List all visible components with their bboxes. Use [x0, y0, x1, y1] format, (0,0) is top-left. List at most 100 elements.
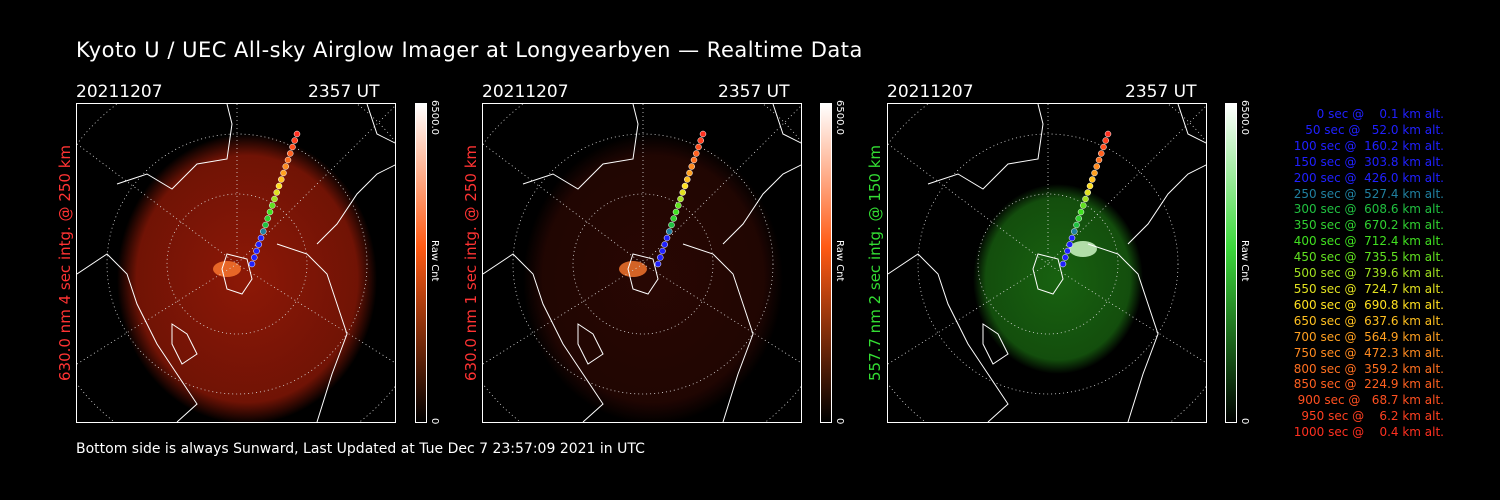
trajectory-point	[690, 156, 698, 164]
legend-row: 900 sec @ 68.7 km alt.	[1293, 393, 1444, 408]
trajectory-legend: 0 sec @ 0.1 km alt. 50 sec @ 52.0 km alt…	[1260, 107, 1444, 441]
trajectory-point	[278, 176, 285, 183]
coastline	[888, 243, 1159, 422]
trajectory-point	[1064, 247, 1071, 255]
panel-1-colorbar-min: 0	[429, 418, 440, 425]
trajectory-point	[1062, 254, 1069, 261]
trajectory-point	[257, 234, 265, 242]
panel-1-date: 20211207	[76, 82, 163, 102]
panel-2-colorbar	[820, 103, 832, 423]
legend-row: 150 sec @ 303.8 km alt.	[1289, 154, 1444, 169]
page-title: Kyoto U / UEC All-sky Airglow Imager at …	[76, 38, 863, 62]
trajectory-point	[666, 228, 673, 235]
trajectory-point	[657, 254, 664, 261]
trajectory-point	[248, 260, 256, 268]
trajectory-point	[1066, 241, 1073, 248]
trajectory-point	[275, 182, 283, 190]
legend-row: 0 sec @ 0.1 km alt.	[1305, 107, 1444, 121]
coastline	[982, 253, 1064, 365]
trajectory-point	[282, 163, 289, 170]
panel-2-time: 2357 UT	[718, 82, 790, 102]
trajectory-point	[1077, 208, 1085, 216]
trajectory-point	[663, 234, 671, 242]
trajectory-point	[1084, 189, 1091, 196]
panel-2-colorbar-min: 0	[834, 418, 845, 425]
trajectory-point	[266, 208, 274, 216]
panel-3-colorbar-unit: Raw Cnt	[1239, 240, 1250, 282]
coastline	[77, 243, 348, 422]
trajectory-point	[1068, 234, 1076, 242]
trajectory-point	[289, 143, 296, 151]
trajectory-point	[688, 163, 695, 170]
trajectory-point	[1059, 260, 1067, 268]
legend-row: 500 sec @ 739.6 km alt.	[1289, 266, 1444, 281]
legend-row: 750 sec @ 472.3 km alt.	[1289, 345, 1444, 360]
panel-3-colorbar	[1225, 103, 1237, 423]
trajectory-point	[684, 176, 691, 183]
footer-status: Bottom side is always Sunward, Last Upda…	[76, 441, 645, 457]
panel-1-ylabel: 630.0 nm 4 sec intg. @ 250 km	[56, 144, 74, 382]
coastline	[522, 104, 801, 245]
trajectory-point	[1095, 156, 1103, 164]
coastline	[116, 104, 395, 245]
trajectory-point	[697, 137, 704, 144]
panel-1-image	[76, 103, 396, 423]
trajectory-point	[1086, 182, 1094, 190]
trajectory-point	[269, 202, 276, 209]
trajectory-point	[1098, 150, 1105, 157]
legend-row: 250 sec @ 527.4 km alt.	[1289, 186, 1444, 201]
trajectory-point	[287, 150, 294, 157]
trajectory-point	[661, 241, 668, 248]
panel-3-time: 2357 UT	[1125, 82, 1197, 102]
trajectory-point	[679, 189, 686, 196]
trajectory-point	[670, 215, 677, 222]
trajectory-point	[251, 254, 258, 261]
trajectory-point	[271, 195, 278, 203]
trajectory-point	[693, 150, 700, 157]
trajectory-point	[699, 130, 707, 138]
coastline	[483, 243, 754, 422]
trajectory-point	[293, 130, 301, 138]
trajectory-point	[668, 221, 675, 229]
trajectory-point	[1102, 137, 1109, 144]
trajectory-point	[1071, 228, 1078, 235]
panel-3-date: 20211207	[887, 82, 974, 102]
legend-row: 650 sec @ 637.6 km alt.	[1289, 313, 1444, 328]
coastline	[927, 104, 1206, 245]
legend-row: 550 sec @ 724.7 km alt.	[1289, 281, 1444, 296]
trajectory-point	[264, 215, 271, 222]
legend-row: 450 sec @ 735.5 km alt.	[1289, 250, 1444, 265]
panel-2-image	[482, 103, 802, 423]
panel-2-ylabel: 630.0 nm 1 sec intg. @ 250 km	[462, 144, 480, 382]
trajectory-point	[280, 169, 287, 177]
trajectory-point	[686, 169, 693, 177]
panel-3-colorbar-max: 6500.0	[1239, 100, 1250, 135]
legend-row: 600 sec @ 690.8 km alt.	[1289, 297, 1444, 312]
trajectory-point	[695, 143, 702, 151]
airglow-field	[117, 134, 377, 422]
trajectory-point	[1104, 130, 1112, 138]
trajectory-point	[1075, 215, 1082, 222]
panel-2-date: 20211207	[482, 82, 569, 102]
legend-row: 950 sec @ 6.2 km alt.	[1297, 409, 1444, 424]
trajectory-point	[1091, 169, 1098, 177]
trajectory-point	[659, 247, 666, 255]
panel-1-time: 2357 UT	[308, 82, 380, 102]
trajectory-point	[675, 202, 682, 209]
legend-row: 850 sec @ 224.9 km alt.	[1289, 377, 1444, 392]
trajectory-point	[672, 208, 680, 216]
panel-3-colorbar-min: 0	[1239, 418, 1250, 425]
trajectory-point	[260, 228, 267, 235]
coastline	[171, 253, 253, 365]
legend-row: 100 sec @ 160.2 km alt.	[1289, 138, 1444, 153]
legend-row: 1000 sec @ 0.4 km alt.	[1293, 425, 1444, 440]
panel-1-colorbar	[415, 103, 427, 423]
trajectory-point	[1100, 143, 1107, 151]
trajectory-point	[677, 195, 684, 203]
panel-3-ylabel: 557.7 nm 2 sec intg. @ 150 km	[866, 144, 884, 382]
trajectory-point	[273, 189, 280, 196]
aurora-patch	[1069, 241, 1097, 257]
trajectory-point	[291, 137, 298, 144]
legend-row: 800 sec @ 359.2 km alt.	[1289, 361, 1444, 376]
trajectory-point	[1073, 221, 1080, 229]
